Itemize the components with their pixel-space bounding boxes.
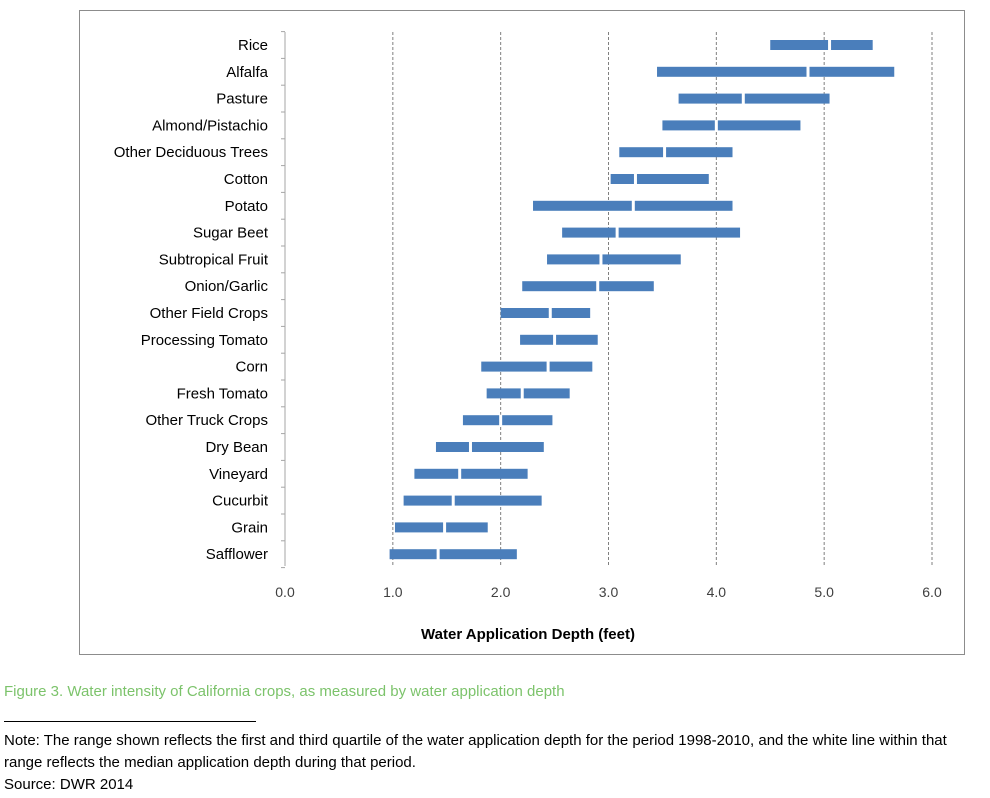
crop-label: Other Field Crops — [150, 305, 268, 322]
x-tick-label: 2.0 — [491, 584, 511, 600]
crop-label: Corn — [235, 359, 268, 376]
crop-labels: Rice Alfalfa Pasture Almond/Pistachio Other … — [114, 37, 269, 563]
x-tick-labels: 0.0 1.0 2.0 3.0 4.0 5.0 6.0 — [275, 584, 942, 600]
crop-label: Cucurbit — [212, 493, 269, 510]
range-bar — [770, 40, 873, 50]
crop-label: Processing Tomato — [141, 332, 268, 349]
x-axis-title: Water Application Depth (feet) — [421, 626, 635, 643]
crop-label: Vineyard — [209, 466, 268, 483]
range-bar — [522, 281, 654, 292]
range-bar — [678, 93, 830, 104]
range-bar — [389, 549, 517, 560]
chart-frame — [79, 10, 965, 655]
x-tick-label: 4.0 — [707, 584, 727, 600]
crop-label: Alfalfa — [226, 64, 268, 81]
footnote-text: Note: The range shown reflects the first… — [4, 732, 947, 771]
crop-label: Pasture — [216, 91, 268, 108]
range-bar — [481, 361, 593, 372]
crop-label: Other Truck Crops — [145, 412, 268, 429]
range-bar — [520, 334, 598, 345]
footnote-divider — [4, 721, 256, 722]
crop-label: Subtropical Fruit — [159, 251, 269, 268]
grid-layer — [281, 31, 933, 569]
crop-label: Sugar Beet — [193, 225, 269, 242]
range-bar — [500, 308, 591, 318]
crop-label: Safflower — [206, 546, 268, 563]
range-bar — [662, 120, 801, 131]
x-tick-label: 6.0 — [922, 584, 942, 600]
crop-label: Potato — [225, 198, 268, 215]
range-bar-chart: Rice Alfalfa Pasture Almond/Pistachio Other … — [114, 31, 942, 643]
x-tick-label: 1.0 — [383, 584, 403, 600]
crop-label: Rice — [238, 37, 268, 54]
crop-label: Cotton — [224, 171, 268, 188]
range-bar — [414, 468, 528, 479]
range-bar — [657, 66, 895, 77]
range-bar — [403, 495, 542, 506]
range-bar — [486, 388, 570, 399]
crop-label: Grain — [231, 519, 268, 536]
range-bar — [619, 147, 733, 158]
range-bar — [562, 227, 741, 238]
figure-caption: Figure 3. Water intensity of California … — [4, 683, 565, 700]
x-tick-label: 3.0 — [599, 584, 619, 600]
range-bar — [394, 522, 488, 533]
range-bar — [462, 415, 553, 426]
crop-label: Almond/Pistachio — [152, 117, 268, 134]
source-text: Source: DWR 2014 — [4, 776, 134, 793]
x-tick-label: 5.0 — [814, 584, 834, 600]
range-bar — [547, 254, 681, 265]
x-tick-label: 0.0 — [275, 584, 295, 600]
range-bar — [610, 174, 709, 184]
crop-label: Onion/Garlic — [185, 278, 269, 295]
range-bars — [389, 39, 895, 560]
crop-label: Dry Bean — [205, 439, 268, 456]
crop-label: Other Deciduous Trees — [114, 144, 268, 161]
crop-label: Fresh Tomato — [177, 385, 268, 402]
range-bar — [435, 442, 544, 452]
